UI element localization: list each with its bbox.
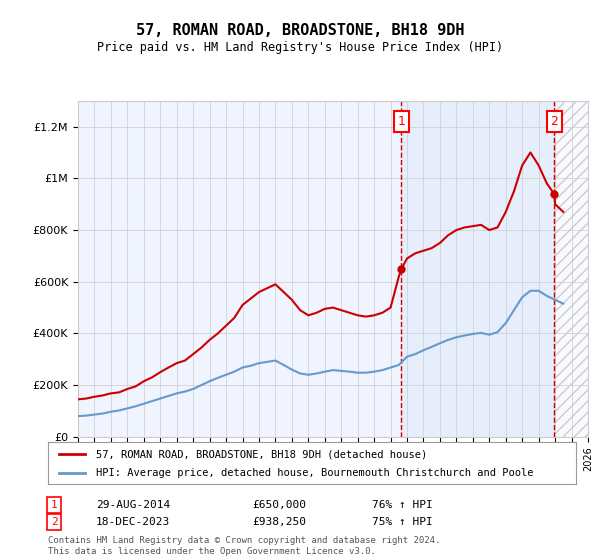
Text: 1: 1 xyxy=(50,500,58,510)
Text: 18-DEC-2023: 18-DEC-2023 xyxy=(96,517,170,527)
Bar xyxy=(401,101,554,437)
Text: 57, ROMAN ROAD, BROADSTONE, BH18 9DH (detached house): 57, ROMAN ROAD, BROADSTONE, BH18 9DH (de… xyxy=(95,449,427,459)
Text: 1: 1 xyxy=(398,115,406,128)
Text: Contains HM Land Registry data © Crown copyright and database right 2024.
This d: Contains HM Land Registry data © Crown c… xyxy=(48,536,440,556)
Text: 76% ↑ HPI: 76% ↑ HPI xyxy=(372,500,433,510)
Bar xyxy=(554,101,588,437)
Text: 75% ↑ HPI: 75% ↑ HPI xyxy=(372,517,433,527)
Text: 29-AUG-2014: 29-AUG-2014 xyxy=(96,500,170,510)
Text: HPI: Average price, detached house, Bournemouth Christchurch and Poole: HPI: Average price, detached house, Bour… xyxy=(95,468,533,478)
Text: 2: 2 xyxy=(551,115,559,128)
Text: 2: 2 xyxy=(50,517,58,527)
Text: 57, ROMAN ROAD, BROADSTONE, BH18 9DH: 57, ROMAN ROAD, BROADSTONE, BH18 9DH xyxy=(136,24,464,38)
Text: Price paid vs. HM Land Registry's House Price Index (HPI): Price paid vs. HM Land Registry's House … xyxy=(97,41,503,54)
Text: £938,250: £938,250 xyxy=(252,517,306,527)
Text: £650,000: £650,000 xyxy=(252,500,306,510)
Bar xyxy=(554,101,588,437)
